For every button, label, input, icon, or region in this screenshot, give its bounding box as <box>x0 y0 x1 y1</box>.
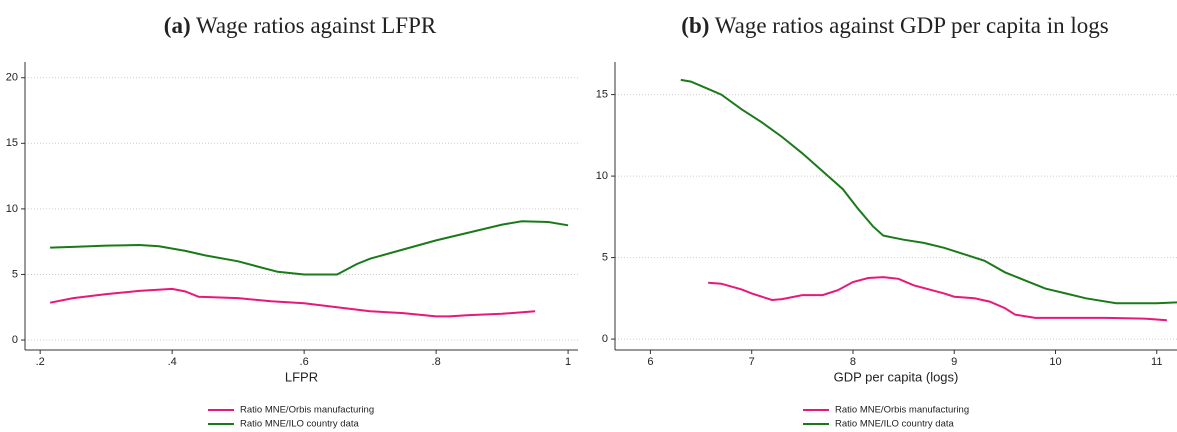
x-tick-label: 7 <box>749 356 755 368</box>
x-tick-label: .6 <box>300 356 309 368</box>
y-tick-label: 10 <box>596 170 608 182</box>
line-series <box>680 78 1177 305</box>
line-series <box>50 220 569 276</box>
x-tick-label: 1 <box>565 356 571 368</box>
y-tick-label: 20 <box>6 72 18 84</box>
y-tick-label: 15 <box>596 89 608 101</box>
title-label: (a) <box>164 13 191 38</box>
x-tick-label: .2 <box>36 356 45 368</box>
x-tick-label: 6 <box>647 356 653 368</box>
y-tick-label: 0 <box>602 333 608 345</box>
chart-title: (b) Wage ratios against GDP per capita i… <box>681 13 1108 38</box>
y-tick-label: 5 <box>602 251 608 263</box>
legend-label: Ratio MNE/Orbis manufacturing <box>835 405 969 416</box>
x-axis-label: GDP per capita (logs) <box>834 369 959 384</box>
chart-title: (a) Wage ratios against LFPR <box>164 13 437 38</box>
x-tick-label: 10 <box>1049 356 1061 368</box>
x-axis-label: LFPR <box>285 369 318 384</box>
y-tick-label: 0 <box>12 334 18 346</box>
legend-label: Ratio MNE/ILO country data <box>835 419 955 430</box>
x-tick-label: .4 <box>168 356 177 368</box>
x-tick-label: 9 <box>951 356 957 368</box>
legend-label: Ratio MNE/ILO country data <box>240 419 360 430</box>
title-text: Wage ratios against LFPR <box>196 13 437 38</box>
title-label: (b) <box>681 13 709 38</box>
title-text: Wage ratios against GDP per capita in lo… <box>715 13 1109 38</box>
y-tick-label: 5 <box>12 268 18 280</box>
legend-label: Ratio MNE/Orbis manufacturing <box>240 405 374 416</box>
y-tick-label: 10 <box>6 203 18 215</box>
y-tick-label: 15 <box>6 137 18 149</box>
x-tick-label: .8 <box>432 356 441 368</box>
x-tick-label: 11 <box>1151 356 1162 368</box>
line-series <box>708 276 1167 322</box>
line-series <box>49 287 536 318</box>
x-tick-label: 8 <box>850 356 856 368</box>
